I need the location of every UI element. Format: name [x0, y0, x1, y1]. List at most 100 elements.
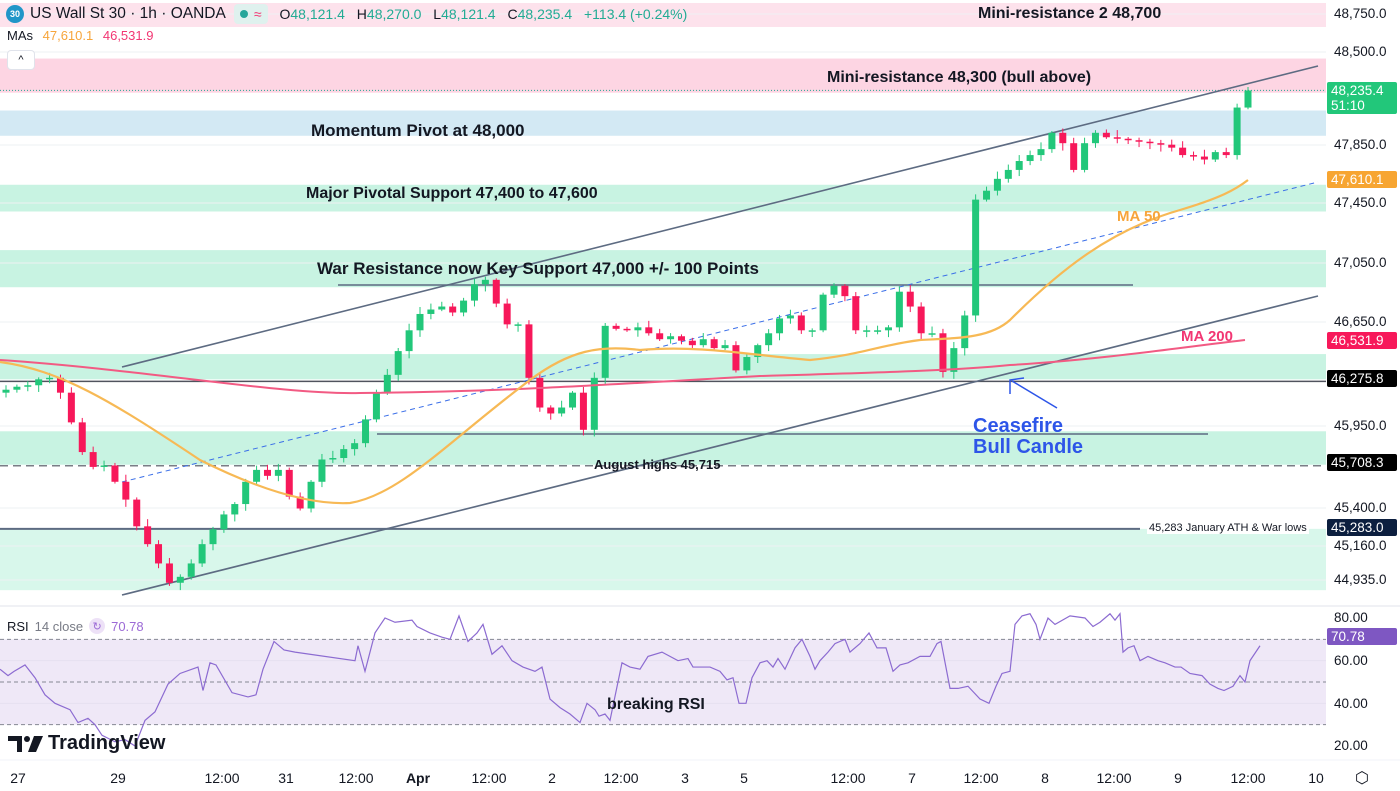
- candle-body: [372, 392, 380, 420]
- candle-body: [710, 339, 718, 349]
- ceasefire-arrow-head: [1009, 377, 1025, 394]
- candle-body: [895, 291, 903, 328]
- candle-body: [144, 526, 152, 545]
- candle-body: [1091, 132, 1099, 144]
- time-axis-tick: 12:00: [603, 770, 639, 786]
- collapse-legend-button[interactable]: ^: [7, 50, 35, 70]
- chart-title[interactable]: US Wall St 30 · 1h · OANDA: [30, 5, 226, 22]
- candle-body: [122, 481, 130, 500]
- low-value: 48,121.4: [441, 6, 496, 22]
- bar-countdown: 51:10: [1331, 98, 1365, 113]
- high-value: 48,270.0: [366, 6, 422, 22]
- candle-body: [776, 318, 784, 334]
- candle-body: [318, 459, 326, 482]
- price-axis-tick: 48,500.0: [1334, 44, 1387, 59]
- open-value: 48,121.4: [290, 6, 345, 22]
- annotation-ceasefire: Ceasefire Bull Candle: [973, 416, 1083, 458]
- annotation-mini-resistance-2: Mini-resistance 2 48,700: [978, 5, 1162, 22]
- close-value: 48,235.4: [517, 6, 573, 22]
- candle-body: [89, 452, 97, 467]
- tradingview-logo[interactable]: TradingView: [8, 732, 165, 755]
- rsi-name: RSI: [7, 618, 29, 634]
- candle-body: [405, 330, 413, 352]
- rsi-params: 14 close: [34, 618, 84, 634]
- settings-gear-icon[interactable]: ⬡: [1355, 770, 1369, 787]
- candle-body: [656, 333, 664, 340]
- time-axis-tick: 8: [1041, 770, 1049, 786]
- price-axis-tick: 47,450.0: [1334, 195, 1387, 210]
- candle-body: [721, 345, 729, 349]
- price-tag-value: 48,235.4: [1331, 83, 1384, 98]
- price-tag-value: 46,275.8: [1331, 371, 1384, 386]
- ceasefire-arrow-shaft: [1011, 380, 1058, 409]
- candle-body: [198, 544, 206, 564]
- candle-body: [460, 300, 468, 313]
- candle-body: [263, 469, 271, 476]
- rsi-axis-tick: 60.00: [1334, 653, 1368, 668]
- candle-body: [285, 469, 293, 497]
- time-axis-tick: 29: [110, 770, 126, 786]
- time-axis-tick: 12:00: [338, 770, 374, 786]
- chart-header: 30 US Wall St 30 · 1h · OANDA ≈ O48,121.…: [0, 0, 695, 28]
- candle-body: [481, 279, 489, 285]
- candle-body: [67, 392, 75, 423]
- ma-legend[interactable]: MAs 47,610.1 46,531.9: [7, 28, 153, 43]
- level-45708-tag: 45,708.3: [1327, 454, 1397, 471]
- candle-body: [601, 325, 609, 378]
- candle-body: [677, 336, 685, 341]
- candle-body: [732, 345, 740, 371]
- zone-5: [0, 354, 1326, 380]
- candle-body: [547, 407, 555, 414]
- candle-body: [362, 419, 370, 444]
- candle-body: [394, 351, 402, 375]
- candle-body: [699, 339, 707, 346]
- price-axis-tick: 47,050.0: [1334, 255, 1387, 270]
- candle-body: [351, 443, 359, 450]
- price-tag-value: 45,708.3: [1331, 455, 1384, 470]
- close-key: C: [507, 6, 518, 22]
- candle-body: [329, 458, 337, 460]
- time-axis-tick: 31: [278, 770, 294, 786]
- candle-body: [983, 190, 991, 200]
- rsi-legend[interactable]: RSI 14 close ↻ 70.78: [7, 618, 144, 634]
- candle-body: [449, 306, 457, 313]
- candle-body: [863, 330, 871, 332]
- rsi-value: 70.78: [111, 618, 144, 634]
- candle-body: [1157, 143, 1165, 145]
- refresh-icon[interactable]: ↻: [89, 618, 106, 634]
- channel-upper-line: [121, 65, 1319, 368]
- high-key: H: [356, 6, 367, 22]
- price-axis-tick: 45,160.0: [1334, 538, 1387, 553]
- candle-body: [961, 315, 969, 349]
- candle-body: [819, 294, 827, 331]
- candle-body: [100, 465, 108, 467]
- candle-body: [841, 285, 849, 297]
- candle-body: [623, 328, 631, 331]
- candle-body: [274, 469, 282, 476]
- price-tag-value: 45,283.0: [1331, 520, 1384, 535]
- time-axis-tick: 10: [1308, 770, 1324, 786]
- annotation-major-support: Major Pivotal Support 47,400 to 47,600: [306, 185, 598, 202]
- price-tag-value: 47,610.1: [1331, 172, 1384, 187]
- candle-body: [438, 306, 446, 310]
- time-axis-tick: 3: [681, 770, 689, 786]
- candle-body: [536, 377, 544, 408]
- symbol-badge-icon: 30: [6, 5, 24, 23]
- candle-body: [1102, 132, 1110, 138]
- market-status-badge[interactable]: ≈: [233, 4, 268, 24]
- rsi-value-tag: 70.78: [1327, 628, 1397, 645]
- time-axis-tick: 12:00: [1096, 770, 1132, 786]
- candle-body: [220, 514, 228, 530]
- rsi-line: [0, 612, 1261, 747]
- candle-body: [634, 327, 642, 331]
- time-axis-tick: Apr: [405, 770, 431, 786]
- candle-body: [1048, 132, 1056, 150]
- candle-body: [1113, 137, 1121, 139]
- candle-body: [78, 422, 86, 453]
- candle-body: [209, 529, 217, 545]
- zone-3: [0, 184, 1326, 212]
- candle-body: [579, 392, 587, 430]
- annotation-war-resistance: War Resistance now Key Support 47,000 +/…: [317, 259, 759, 278]
- annotation-january-ath: 45,283 January ATH & War lows: [1147, 522, 1309, 534]
